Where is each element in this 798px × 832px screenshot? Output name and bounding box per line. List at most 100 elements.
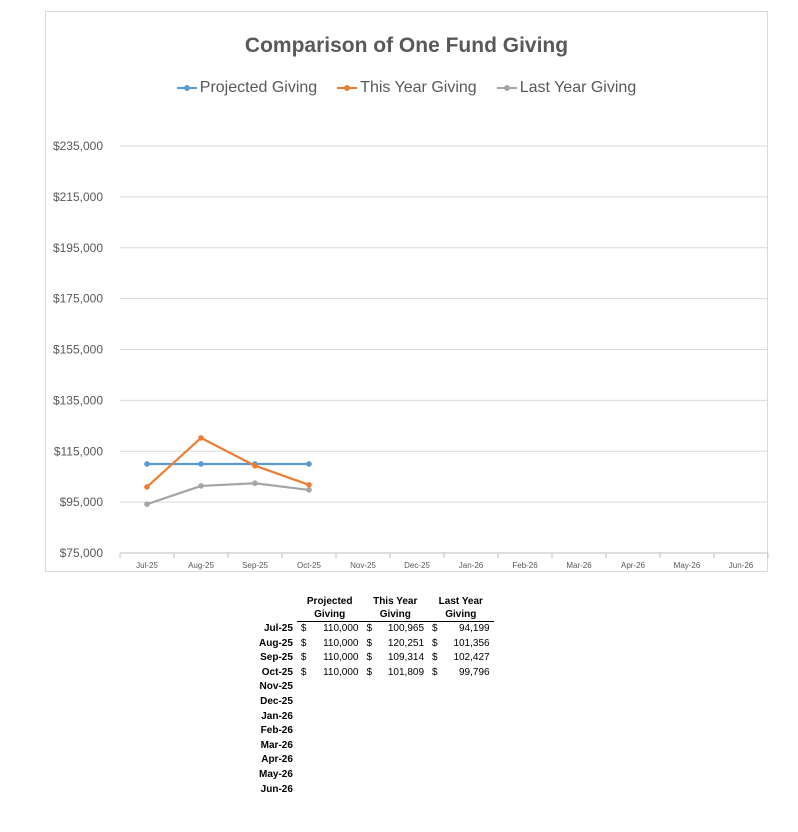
chart-area: Comparison of One Fund Giving Projected … xyxy=(45,11,768,572)
currency-cell xyxy=(297,695,311,710)
table-header-projected-2: Giving xyxy=(296,608,363,622)
chart-title: Comparison of One Fund Giving xyxy=(244,34,569,57)
this-year-cell xyxy=(376,783,428,798)
this-year-cell xyxy=(376,680,428,695)
legend-swatch-last-year xyxy=(496,85,517,91)
data-table: Projected This Year Last Year Giving Giv… xyxy=(255,595,494,797)
projected-cell: 110,000 xyxy=(323,623,359,634)
currency-cell xyxy=(428,724,442,739)
data-point-2 xyxy=(198,483,204,489)
y-tick-label: $155,000 xyxy=(53,343,103,357)
currency-cell xyxy=(362,739,376,754)
y-tick-label: $235,000 xyxy=(53,139,103,153)
projected-cell xyxy=(310,724,362,739)
last-year-cell: 102,427 xyxy=(453,652,490,664)
table-header-last-year-1: Last Year xyxy=(438,596,483,607)
currency-cell xyxy=(297,783,311,798)
legend-item-this-year: This Year Giving xyxy=(337,79,477,97)
x-tick-label: Dec-25 xyxy=(404,561,430,570)
table-header-this-year-1: This Year xyxy=(373,596,418,607)
month-cell: Feb-26 xyxy=(260,725,293,737)
projected-cell xyxy=(310,783,362,798)
table-row: Mar-26 xyxy=(255,739,494,754)
projected-cell xyxy=(310,710,362,725)
table-row: Nov-25 xyxy=(255,680,494,695)
table-row: Oct-25 $110,000 $101,809 $99,796 xyxy=(255,666,494,681)
x-tick-label: Mar-26 xyxy=(566,561,592,570)
table-row: Jun-26 xyxy=(255,783,494,798)
table-row: Jan-26 xyxy=(255,710,494,725)
data-point-0 xyxy=(144,461,150,467)
legend-label-this-year: This Year Giving xyxy=(360,79,477,96)
currency-cell xyxy=(362,768,376,783)
x-tick-label: Jan-26 xyxy=(459,561,484,570)
y-tick-label: $115,000 xyxy=(54,444,103,458)
last-year-cell xyxy=(442,768,494,783)
currency-cell xyxy=(428,768,442,783)
this-year-cell xyxy=(376,710,428,725)
table-row: Aug-25 $110,000 $120,251 $101,356 xyxy=(255,637,494,652)
month-cell: Sep-25 xyxy=(260,652,293,664)
table-header-month-2 xyxy=(255,608,297,622)
this-year-cell xyxy=(376,753,428,768)
table-header-row-2: Giving Giving Giving xyxy=(255,608,494,622)
table-header-month xyxy=(255,595,297,608)
last-year-cell xyxy=(442,753,494,768)
x-tick-label: Jun-26 xyxy=(729,561,754,570)
currency-cell xyxy=(428,783,442,798)
currency-cell: $ xyxy=(432,666,438,678)
y-tick-label: $215,000 xyxy=(53,190,103,204)
this-year-cell xyxy=(376,768,428,783)
table-header-last-year-2: Giving xyxy=(428,608,494,622)
projected-cell xyxy=(310,739,362,754)
currency-cell: $ xyxy=(300,623,307,634)
y-tick-label: $195,000 xyxy=(53,241,103,255)
x-tick-label: May-26 xyxy=(674,561,701,570)
this-year-cell xyxy=(376,695,428,710)
chart-legend: Projected Giving This Year Giving Last Y… xyxy=(46,79,767,97)
data-point-2 xyxy=(252,480,258,487)
projected-cell xyxy=(310,768,362,783)
plot-area: $75,000 $95,000 $115,000 $135,000 $155,000 $1… xyxy=(53,139,769,570)
month-cell: Jun-26 xyxy=(260,783,293,795)
currency-cell xyxy=(297,724,311,739)
currency-cell: $ xyxy=(366,637,373,649)
month-cell: Apr-26 xyxy=(261,754,293,766)
currency-cell xyxy=(428,695,442,710)
last-year-cell: 94,199 xyxy=(459,623,490,634)
currency-cell xyxy=(428,739,442,754)
this-year-cell: 100,965 xyxy=(387,623,425,634)
data-table-container: Projected This Year Last Year Giving Giv… xyxy=(255,595,494,797)
projected-cell: 110,000 xyxy=(323,666,359,678)
x-tick-label: Apr-26 xyxy=(621,561,646,570)
month-cell: May-26 xyxy=(259,768,293,780)
currency-cell xyxy=(362,710,376,725)
legend-item-last-year: Last Year Giving xyxy=(496,79,637,97)
projected-cell xyxy=(310,680,362,695)
table-row: Jul-25 $110,000 $100,965 $94,199 xyxy=(255,622,494,637)
y-tick-label: $135,000 xyxy=(53,393,103,407)
projected-cell: 110,000 xyxy=(323,652,359,664)
currency-cell xyxy=(428,710,442,725)
currency-cell: $ xyxy=(300,652,307,664)
projected-cell xyxy=(310,753,362,768)
table-row: Dec-25 xyxy=(255,695,494,710)
table-body: Jul-25 $110,000 $100,965 $94,199 Aug-25 $110,… xyxy=(255,622,494,798)
last-year-cell xyxy=(442,680,494,695)
legend-label-last-year: Last Year Giving xyxy=(519,79,637,96)
currency-cell xyxy=(297,680,311,695)
last-year-cell xyxy=(442,710,494,725)
currency-cell xyxy=(297,739,311,754)
currency-cell xyxy=(362,724,376,739)
data-point-2 xyxy=(144,501,150,507)
table-row: Sep-25 $110,000 $109,314 $102,427 xyxy=(255,651,494,666)
this-year-cell: 120,251 xyxy=(387,637,425,649)
data-point-1 xyxy=(144,484,150,490)
data-point-1 xyxy=(306,482,312,488)
data-point-0 xyxy=(198,461,204,467)
this-year-cell: 109,314 xyxy=(387,652,425,664)
legend-swatch-this-year xyxy=(337,85,358,91)
currency-cell xyxy=(362,783,376,798)
data-point-2 xyxy=(306,487,312,493)
projected-cell xyxy=(310,695,362,710)
